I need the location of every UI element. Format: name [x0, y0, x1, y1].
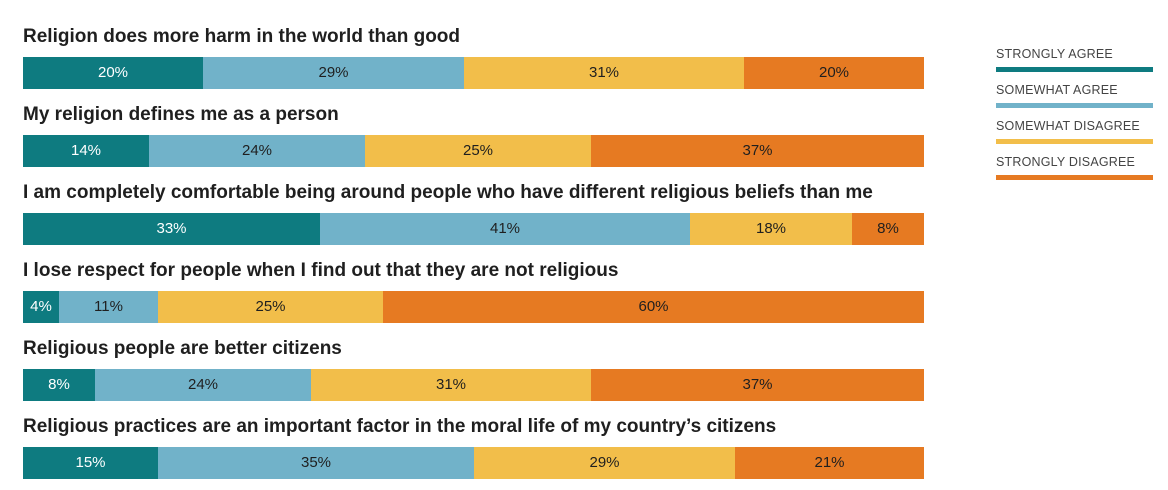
bar-segment-somewhat-disagree	[365, 135, 591, 167]
bar-row: 4% 11% 25% 60%	[23, 291, 924, 323]
data-label: 8%	[48, 376, 70, 393]
data-label: 29%	[589, 454, 620, 471]
data-label: 8%	[877, 220, 899, 237]
bar-segment-somewhat-disagree	[311, 369, 591, 401]
bar-segment-somewhat-disagree	[474, 447, 735, 479]
statement-label: My religion defines me as a person	[23, 104, 339, 125]
legend-item: STRONGLY AGREE	[996, 46, 1156, 72]
data-label: 24%	[241, 142, 273, 159]
bar-row: 33% 41% 18% 8%	[23, 213, 924, 245]
data-label: 37%	[742, 142, 773, 159]
data-label: 33%	[156, 220, 187, 237]
bar-segment-strongly-agree	[23, 135, 149, 167]
data-label: 37%	[742, 376, 773, 393]
data-label: 24%	[187, 376, 219, 393]
bar-segment-strongly-disagree	[735, 447, 924, 479]
bar-segment-strongly-agree	[23, 291, 59, 323]
legend-label: SOMEWHAT AGREE	[996, 83, 1118, 97]
legend-swatch	[996, 67, 1153, 72]
legend-label: SOMEWHAT DISAGREE	[996, 119, 1140, 133]
bar-segment-somewhat-agree	[158, 447, 474, 479]
legend-swatch	[996, 175, 1153, 180]
bar-segment-strongly-disagree	[852, 213, 924, 245]
data-label: 25%	[255, 298, 286, 315]
legend-item: SOMEWHAT DISAGREE	[996, 118, 1156, 144]
statement-label: I lose respect for people when I find ou…	[23, 260, 619, 281]
statement-label: Religious practices are an important fac…	[23, 416, 777, 437]
bar-segment-strongly-agree	[23, 57, 203, 89]
bar-segment-somewhat-agree	[203, 57, 464, 89]
bar-segment-somewhat-disagree	[690, 213, 852, 245]
bar-row: 8% 24% 31% 37%	[23, 369, 924, 401]
bar-row: 14% 24% 25% 37%	[23, 135, 924, 167]
data-label: 60%	[638, 298, 669, 315]
data-label: 20%	[818, 64, 850, 81]
bar-segment-somewhat-disagree	[158, 291, 383, 323]
bar-row: 15% 35% 29% 21%	[23, 447, 924, 479]
bar-segment-somewhat-agree	[149, 135, 365, 167]
bar-segment-strongly-disagree	[744, 57, 924, 89]
bar-segment-strongly-disagree	[383, 291, 924, 323]
bar-segment-strongly-disagree	[591, 369, 924, 401]
legend-label: STRONGLY DISAGREE	[996, 155, 1136, 169]
legend-label: STRONGLY AGREE	[996, 47, 1113, 61]
bar-segment-strongly-disagree	[591, 135, 924, 167]
statement-label: Religion does more harm in the world tha…	[23, 26, 461, 47]
data-label: 14%	[70, 142, 102, 159]
legend-item: STRONGLY DISAGREE	[996, 154, 1156, 180]
data-label: 4%	[30, 298, 52, 315]
data-label: 18%	[755, 220, 787, 237]
legend-item: SOMEWHAT AGREE	[996, 82, 1156, 108]
bar-segment-strongly-agree	[23, 213, 320, 245]
data-label: 35%	[300, 454, 332, 471]
data-label: 29%	[318, 64, 349, 81]
data-label: 21%	[814, 454, 845, 471]
data-label: 15%	[75, 454, 106, 471]
statement-label: Religious people are better citizens	[23, 338, 342, 359]
bar-segment-somewhat-agree	[95, 369, 311, 401]
data-label: 25%	[462, 142, 494, 159]
bar-segment-somewhat-disagree	[464, 57, 744, 89]
data-label: 41%	[489, 220, 521, 237]
data-label: 20%	[97, 64, 129, 81]
legend-swatch	[996, 139, 1153, 144]
legend-swatch	[996, 103, 1153, 108]
bar-segment-somewhat-agree	[320, 213, 690, 245]
bar-row: 20% 29% 31% 20%	[23, 57, 924, 89]
bar-segment-strongly-agree	[23, 447, 158, 479]
bar-segment-somewhat-agree	[59, 291, 158, 323]
statement-label: I am completely comfortable being around…	[23, 182, 873, 203]
data-label: 11%	[94, 298, 123, 315]
data-label: 31%	[588, 64, 620, 81]
data-label: 31%	[435, 376, 467, 393]
bar-segment-strongly-agree	[23, 369, 95, 401]
